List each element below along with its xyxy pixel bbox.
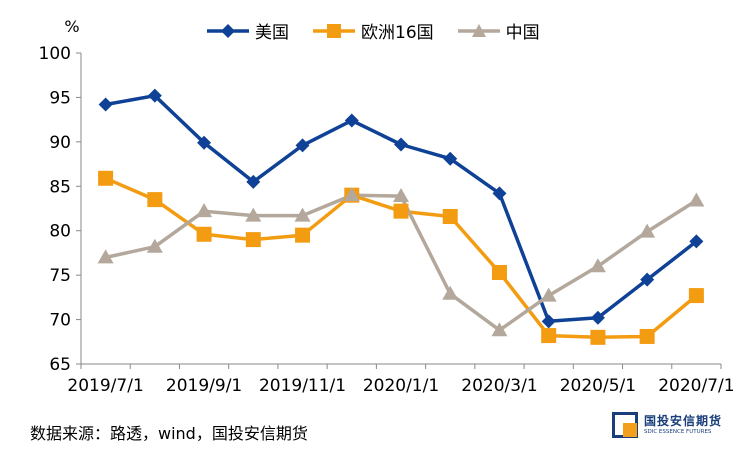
data-point-us <box>541 314 556 329</box>
legend-diamond-marker <box>207 23 249 38</box>
y-tick-label: 70 <box>49 311 71 331</box>
x-tick-label: 2020/5/1 <box>560 376 636 396</box>
x-tick-label: 2019/7/1 <box>67 376 143 396</box>
legend-square-marker <box>313 23 355 38</box>
data-point-europe <box>245 232 261 248</box>
data-point-china <box>540 287 557 302</box>
data-point-europe <box>442 208 458 224</box>
y-tick-label: 90 <box>49 133 71 153</box>
legend-item-china: 中国 <box>456 18 540 43</box>
y-axis-unit-label: % <box>64 17 79 36</box>
x-tick-label: 2020/1/1 <box>363 376 439 396</box>
data-point-china <box>97 249 114 264</box>
data-point-europe <box>295 227 311 243</box>
x-tick-label: 2019/11/1 <box>259 376 346 396</box>
company-logo: 国投安信期货 SDIC ESSENCE FUTURES <box>611 411 723 439</box>
data-point-europe <box>688 288 704 304</box>
data-point-europe <box>98 170 114 186</box>
data-point-europe <box>639 328 655 344</box>
data-source-note: 数据来源：路透，wind，国投安信期货 <box>30 424 308 443</box>
line-chart: % 65 70 75 80 85 90 95 100 2019/7/1 2019/9/1 2019… <box>39 17 735 396</box>
data-point-china <box>146 238 163 253</box>
data-point-us <box>295 138 310 153</box>
legend-triangle-marker <box>457 23 500 37</box>
data-point-china <box>491 322 508 337</box>
x-tick-label: 2020/3/1 <box>461 376 537 396</box>
data-point-us <box>197 135 212 150</box>
legend-item-us: 美国 <box>205 18 289 43</box>
data-point-china <box>589 258 606 273</box>
data-point-china <box>442 285 459 300</box>
data-point-us <box>147 88 162 103</box>
chart-legend: 美国 欧洲16国 中国 <box>205 18 540 43</box>
data-point-china <box>639 223 656 238</box>
x-tick-label: 2020/7/1 <box>658 376 734 396</box>
legend-label-china: 中国 <box>505 23 540 43</box>
logo-icon <box>611 411 639 439</box>
x-tick-label: 2019/9/1 <box>166 376 242 396</box>
logo-english-name: SDIC ESSENCE FUTURES <box>644 428 712 435</box>
data-point-china <box>688 192 705 207</box>
data-point-china <box>343 187 360 202</box>
data-point-europe <box>590 329 606 345</box>
data-point-us <box>394 137 408 152</box>
data-point-us <box>640 272 655 287</box>
y-tick-label: 75 <box>49 266 71 286</box>
y-tick-label: 65 <box>49 355 71 375</box>
data-point-us <box>443 151 458 166</box>
data-point-europe <box>147 192 163 208</box>
data-point-us <box>590 310 605 325</box>
data-point-us <box>492 186 507 201</box>
data-point-europe <box>491 264 507 280</box>
data-point-china <box>294 207 311 222</box>
logo-chinese-name: 国投安信期货 <box>644 413 723 428</box>
data-point-us <box>98 97 113 112</box>
data-point-europe <box>541 328 557 344</box>
data-point-us <box>246 174 261 189</box>
data-point-europe <box>196 226 212 242</box>
data-point-us <box>689 234 704 249</box>
data-point-europe <box>393 203 409 219</box>
data-point-china <box>245 207 262 222</box>
data-point-china <box>196 203 213 218</box>
y-tick-label: 85 <box>49 177 71 197</box>
data-point-china <box>393 188 409 203</box>
legend-item-europe: 欧洲16国 <box>311 18 434 43</box>
y-tick-label: 95 <box>49 88 71 108</box>
y-tick-label: 80 <box>49 222 71 242</box>
legend-label-us: 美国 <box>255 23 289 43</box>
y-tick-label: 100 <box>39 44 71 64</box>
legend-label-europe: 欧洲16国 <box>361 23 434 43</box>
data-point-us <box>344 113 359 128</box>
